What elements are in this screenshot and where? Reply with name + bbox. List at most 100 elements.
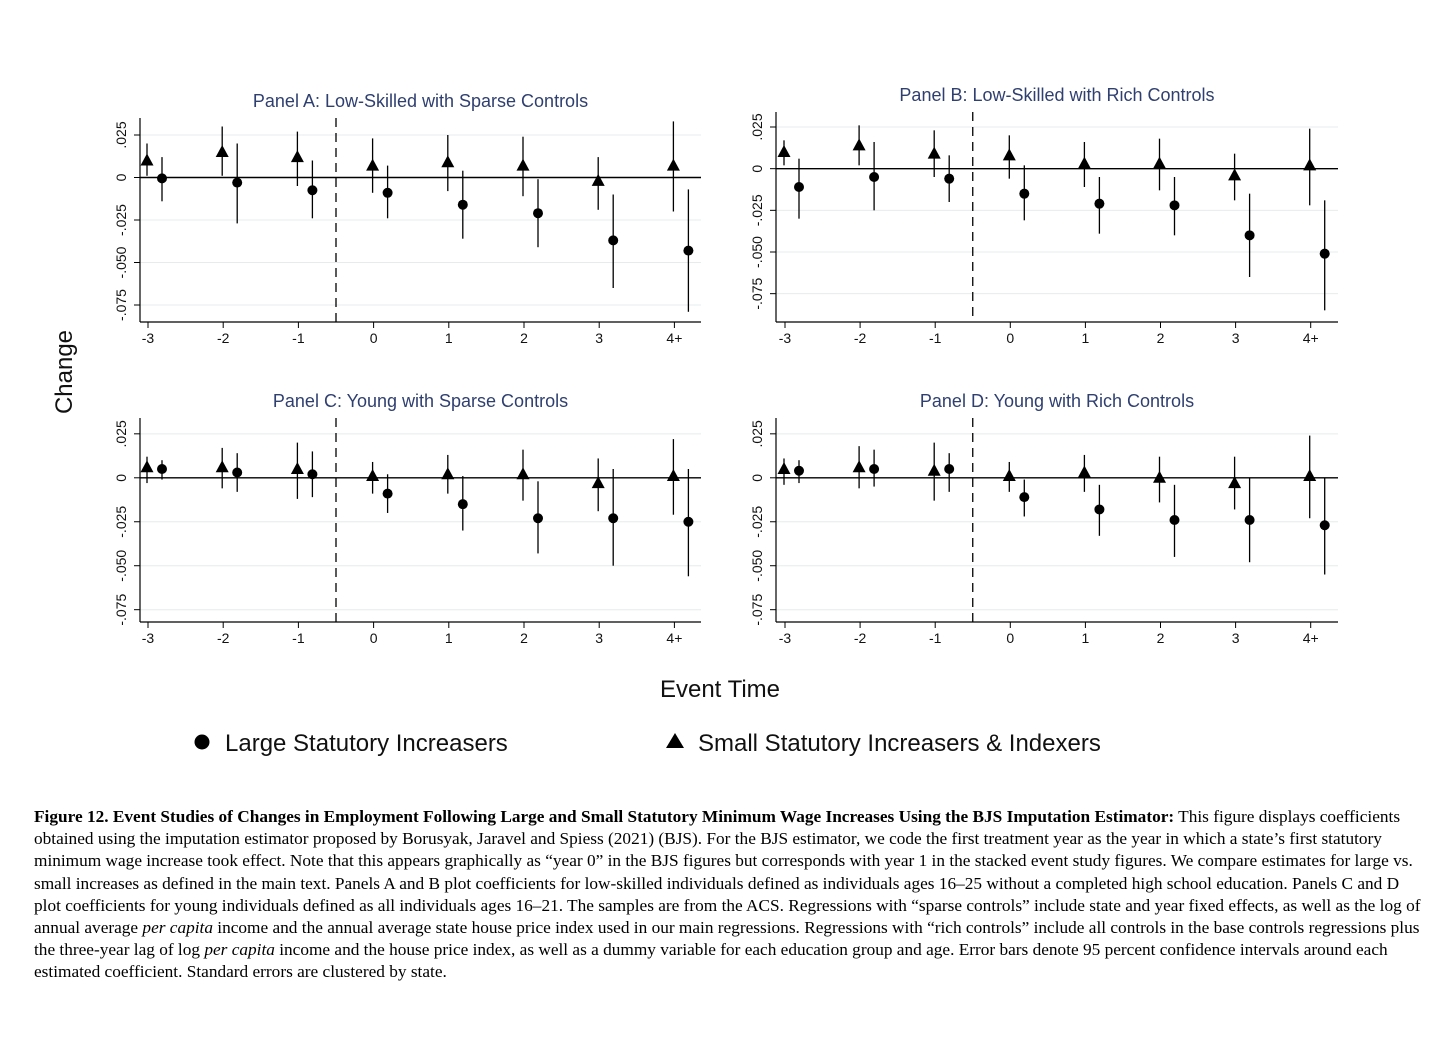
x-tick-label: 2: [520, 630, 528, 646]
point-large-increaser: [1244, 230, 1255, 241]
x-tick-label: 1: [445, 630, 453, 646]
x-tick-label: -1: [292, 330, 305, 346]
point-small-increaser: [1077, 465, 1091, 478]
y-tick-label: .025: [749, 420, 765, 447]
x-tick-label: 0: [370, 630, 378, 646]
y-tick-label: .025: [113, 121, 129, 148]
legend-triangle-marker: [666, 733, 684, 748]
x-tick-label: 1: [445, 330, 453, 346]
point-large-increaser: [307, 185, 318, 196]
point-large-increaser: [232, 467, 243, 478]
point-large-increaser: [1319, 520, 1330, 531]
x-tick-label: 3: [595, 630, 603, 646]
y-tick-label: -.050: [113, 246, 129, 278]
y-tick-label: 0: [113, 173, 129, 181]
x-tick-label: -3: [779, 630, 792, 646]
caption-italic-2: per capita: [204, 940, 275, 960]
panel-2: Panel B: Low-Skilled with Rich Controls.…: [749, 85, 1338, 346]
point-small-increaser: [927, 146, 941, 159]
point-small-increaser: [666, 158, 680, 171]
point-small-increaser: [441, 467, 455, 480]
point-small-increaser: [290, 150, 304, 163]
x-tick-label: 1: [1082, 330, 1090, 346]
figure-area: Change Event Time Large Statutory Increa…: [51, 85, 1338, 757]
point-small-increaser: [666, 469, 680, 482]
figure-canvas: Change Event Time Large Statutory Increa…: [51, 85, 1338, 757]
legend-circle-marker: [194, 734, 210, 750]
point-small-increaser: [1002, 148, 1016, 161]
y-tick-label: -.075: [749, 594, 765, 626]
x-tick-label: 3: [1232, 630, 1240, 646]
point-small-increaser: [591, 173, 605, 186]
x-tick-label: 0: [1006, 330, 1014, 346]
point-large-increaser: [1244, 515, 1255, 525]
point-small-increaser: [591, 476, 605, 489]
y-tick-label: -.025: [113, 506, 129, 538]
point-small-increaser: [215, 460, 229, 473]
y-tick-label: -.050: [113, 550, 129, 582]
x-tick-label: 4+: [1303, 630, 1319, 646]
point-small-increaser: [140, 460, 154, 473]
x-tick-label: -3: [142, 630, 155, 646]
x-tick-label: -3: [142, 330, 155, 346]
caption-title: Figure 12. Event Studies of Changes in E…: [34, 807, 1175, 826]
x-tick-label: 0: [1006, 630, 1014, 646]
point-large-increaser: [683, 245, 694, 256]
point-large-increaser: [869, 172, 880, 182]
legend-small-label: Small Statutory Increasers & Indexers: [698, 730, 1101, 757]
caption-text-2: income and the annual average state hous…: [34, 918, 1420, 960]
y-tick-label: 0: [113, 474, 129, 482]
point-large-increaser: [307, 469, 318, 480]
point-large-increaser: [232, 177, 243, 188]
point-large-increaser: [1319, 248, 1330, 259]
point-large-increaser: [382, 488, 393, 499]
point-large-increaser: [944, 173, 955, 184]
point-small-increaser: [852, 138, 866, 151]
y-tick-label: -.075: [113, 594, 129, 626]
x-tick-label: -1: [929, 330, 942, 346]
point-large-increaser: [794, 465, 804, 476]
point-large-increaser: [944, 464, 955, 474]
point-small-increaser: [1303, 469, 1317, 482]
figure-caption: Figure 12. Event Studies of Changes in E…: [34, 806, 1424, 984]
point-small-increaser: [1303, 158, 1317, 171]
x-tick-label: 4+: [666, 630, 682, 646]
y-tick-label: 0: [749, 165, 765, 173]
y-tick-label: -.050: [749, 236, 765, 268]
y-tick-label: -.025: [749, 194, 765, 226]
point-large-increaser: [382, 187, 393, 198]
panel-title: Panel B: Low-Skilled with Rich Controls: [899, 85, 1214, 105]
point-small-increaser: [215, 145, 229, 157]
caption-text-1: This figure displays coefficients obtain…: [34, 807, 1421, 938]
y-tick-label: 0: [749, 474, 765, 482]
point-small-increaser: [1228, 168, 1242, 181]
x-tick-label: 4+: [666, 330, 682, 346]
point-large-increaser: [1094, 504, 1105, 515]
point-large-increaser: [1019, 188, 1030, 199]
caption-text-3: income and the house price index, as wel…: [34, 940, 1388, 982]
panels: Panel A: Low-Skilled with Sparse Control…: [113, 85, 1338, 646]
point-large-increaser: [157, 173, 167, 184]
panel-title: Panel C: Young with Sparse Controls: [273, 391, 568, 411]
point-small-increaser: [441, 155, 455, 168]
point-small-increaser: [366, 158, 380, 171]
x-tick-label: 0: [370, 330, 378, 346]
point-small-increaser: [1077, 156, 1091, 169]
y-tick-label: .025: [113, 420, 129, 447]
y-tick-label: -.025: [749, 506, 765, 538]
x-tick-label: 2: [1157, 330, 1165, 346]
y-tick-label: -.075: [113, 289, 129, 321]
point-large-increaser: [608, 235, 619, 246]
caption-italic-1: per capita: [142, 918, 213, 938]
panel-title: Panel A: Low-Skilled with Sparse Control…: [253, 91, 588, 111]
point-small-increaser: [1228, 476, 1242, 489]
point-small-increaser: [516, 467, 530, 480]
point-large-increaser: [1094, 198, 1105, 209]
point-large-increaser: [533, 513, 543, 524]
x-axis-label: Event Time: [660, 676, 780, 703]
point-small-increaser: [1002, 469, 1016, 482]
x-tick-label: 3: [1232, 330, 1240, 346]
x-tick-label: 2: [520, 330, 528, 346]
point-large-increaser: [533, 208, 543, 219]
point-small-increaser: [927, 463, 941, 476]
